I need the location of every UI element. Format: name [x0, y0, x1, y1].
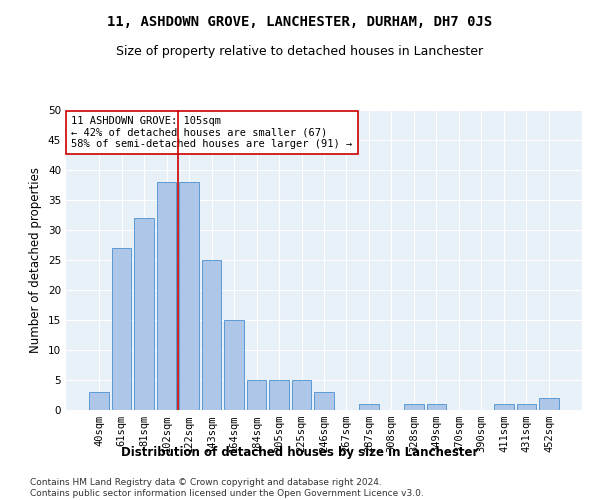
Bar [494, 404, 514, 410]
Bar [292, 380, 311, 410]
Text: Distribution of detached houses by size in Lanchester: Distribution of detached houses by size … [121, 446, 479, 459]
Bar [269, 380, 289, 410]
Bar [179, 182, 199, 410]
Bar [134, 218, 154, 410]
Bar [404, 404, 424, 410]
Text: 11, ASHDOWN GROVE, LANCHESTER, DURHAM, DH7 0JS: 11, ASHDOWN GROVE, LANCHESTER, DURHAM, D… [107, 15, 493, 29]
Bar [157, 182, 176, 410]
Bar [89, 392, 109, 410]
Bar [359, 404, 379, 410]
Bar [112, 248, 131, 410]
Bar [427, 404, 446, 410]
Text: Size of property relative to detached houses in Lanchester: Size of property relative to detached ho… [116, 45, 484, 58]
Bar [247, 380, 266, 410]
Bar [314, 392, 334, 410]
Bar [224, 320, 244, 410]
Text: Contains HM Land Registry data © Crown copyright and database right 2024.
Contai: Contains HM Land Registry data © Crown c… [30, 478, 424, 498]
Text: 11 ASHDOWN GROVE: 105sqm
← 42% of detached houses are smaller (67)
58% of semi-d: 11 ASHDOWN GROVE: 105sqm ← 42% of detach… [71, 116, 352, 149]
Bar [517, 404, 536, 410]
Bar [202, 260, 221, 410]
Y-axis label: Number of detached properties: Number of detached properties [29, 167, 43, 353]
Bar [539, 398, 559, 410]
